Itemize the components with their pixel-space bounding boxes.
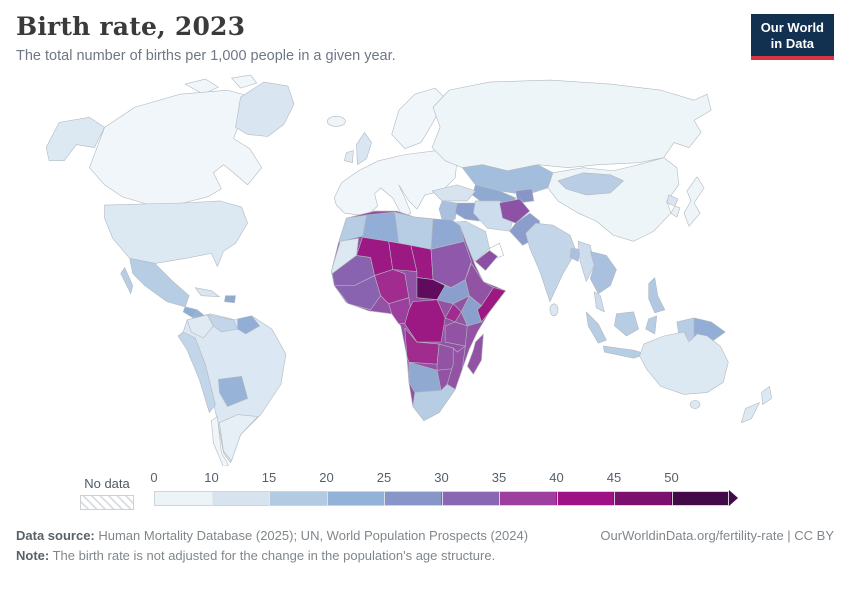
country-indochina[interactable] <box>589 251 617 294</box>
page-subtitle: The total number of births per 1,000 peo… <box>16 48 396 64</box>
country-chile[interactable] <box>211 416 229 466</box>
legend-tick-mark <box>671 491 673 506</box>
legend-scale: 0 10 15 20 25 30 35 40 45 50 <box>150 470 754 510</box>
country-morocco[interactable] <box>338 214 367 244</box>
note-line: Note: The birth rate is not adjusted for… <box>16 548 496 564</box>
legend-arrow <box>729 490 738 506</box>
owid-logo-line1: Our World <box>760 20 824 35</box>
country-venezuela[interactable] <box>207 314 238 333</box>
no-data-swatch[interactable] <box>80 495 134 510</box>
owid-logo-line2: in Data <box>770 35 815 51</box>
legend-bin-50+[interactable] <box>670 492 728 505</box>
legend-tick-mark <box>614 491 615 506</box>
country-alaska[interactable] <box>45 117 105 161</box>
country-mexico[interactable] <box>129 258 190 308</box>
country-yemen[interactable] <box>475 250 498 271</box>
chart-header: Birth rate, 2023 The total number of bir… <box>16 12 834 64</box>
world-map <box>16 72 834 468</box>
legend-tick-label: 0 <box>150 470 158 485</box>
legend-tick-label: 50 <box>664 470 679 485</box>
legend-tick-mark <box>384 491 385 506</box>
legend-tick-mark <box>441 491 443 506</box>
country-sulawesi[interactable] <box>645 315 658 335</box>
page-title: Birth rate, 2023 <box>16 12 246 41</box>
legend-tick-label: 15 <box>261 470 277 485</box>
country-sumatra[interactable] <box>585 311 607 344</box>
country-uk[interactable] <box>356 132 372 166</box>
canonical-link[interactable]: OurWorldinData.org/fertility-rate | CC B… <box>600 528 834 543</box>
country-russia[interactable] <box>431 79 712 172</box>
country-cuba[interactable] <box>194 287 220 298</box>
chart-footer: Data source: Human Mortality Database (2… <box>16 526 834 566</box>
country-australia[interactable] <box>639 331 729 395</box>
country-bolivia[interactable] <box>218 376 248 407</box>
country-new-zealand-north[interactable] <box>761 386 772 405</box>
legend-tick-label: 25 <box>376 470 392 485</box>
country-colombia[interactable] <box>186 314 214 339</box>
legend-tick-label: 30 <box>434 470 449 485</box>
country-new-zealand-south[interactable] <box>741 402 760 423</box>
legend-tick-mark <box>269 491 270 506</box>
country-japan[interactable] <box>683 176 705 227</box>
legend-bin-30-35[interactable] <box>441 492 499 505</box>
country-borneo[interactable] <box>614 311 639 337</box>
legend-tick-mark <box>211 491 213 506</box>
map-legend: No data 0 10 15 20 25 30 35 40 45 50 <box>80 470 834 510</box>
country-iraq[interactable] <box>454 202 480 222</box>
legend-tick-label: 40 <box>549 470 564 485</box>
country-usa[interactable] <box>104 200 248 267</box>
world-map-svg <box>45 74 772 466</box>
country-ireland[interactable] <box>344 150 354 163</box>
legend-bin-15-20[interactable] <box>269 492 327 505</box>
legend-bin-40-45[interactable] <box>556 492 614 505</box>
country-zambia-zimbabwe[interactable] <box>436 343 458 371</box>
country-tanzania[interactable] <box>444 321 468 347</box>
country-arctic-islands[interactable] <box>184 74 258 95</box>
note-label: Note: <box>16 548 50 564</box>
no-data-label: No data <box>84 476 130 491</box>
country-mongolia[interactable] <box>557 172 624 196</box>
country-drc[interactable] <box>404 299 446 343</box>
country-malaysia[interactable] <box>593 291 605 313</box>
legend-tick-mark <box>326 491 328 506</box>
country-greenland[interactable] <box>235 81 295 137</box>
country-turkey[interactable] <box>431 184 476 202</box>
country-iceland[interactable] <box>326 116 346 127</box>
country-india[interactable] <box>525 222 577 303</box>
legend-tick-mark <box>556 491 558 506</box>
country-europe[interactable] <box>333 150 458 218</box>
country-bangladesh[interactable] <box>569 248 581 262</box>
country-mozambique[interactable] <box>446 345 466 390</box>
data-source-line: Data source: Human Mortality Database (2… <box>16 528 529 543</box>
country-madagascar[interactable] <box>467 333 484 375</box>
legend-bin-25-30[interactable] <box>384 492 442 505</box>
country-south-korea[interactable] <box>670 205 681 218</box>
country-north-korea[interactable] <box>666 194 679 207</box>
country-argentina[interactable] <box>219 414 259 462</box>
legend-tick-label: 35 <box>491 470 507 485</box>
country-guianas[interactable] <box>237 315 261 335</box>
country-baja-california[interactable] <box>120 267 134 294</box>
legend-bin-20-25[interactable] <box>326 492 385 505</box>
country-china[interactable] <box>547 157 680 242</box>
legend-tick-label: 20 <box>319 470 334 485</box>
country-philippines[interactable] <box>648 277 666 314</box>
country-sri-lanka[interactable] <box>549 303 559 317</box>
legend-tick-label: 10 <box>204 470 219 485</box>
owid-logo[interactable]: Our World in Data <box>750 14 834 61</box>
country-tasmania[interactable] <box>689 400 701 409</box>
country-hispaniola[interactable] <box>224 295 236 304</box>
legend-bin-35-40[interactable] <box>498 492 557 505</box>
legend-bin-10-15[interactable] <box>212 492 270 505</box>
country-ecuador-peru[interactable] <box>177 331 216 413</box>
country-afghanistan[interactable] <box>499 198 531 224</box>
legend-bin-45-50[interactable] <box>613 492 671 505</box>
data-source-label: Data source: <box>16 528 95 543</box>
country-egypt[interactable] <box>430 218 465 250</box>
legend-tick-label: 45 <box>606 470 622 485</box>
country-south-africa[interactable] <box>412 384 456 421</box>
legend-tick-mark <box>499 491 500 506</box>
legend-bin-0-10[interactable] <box>155 492 213 505</box>
